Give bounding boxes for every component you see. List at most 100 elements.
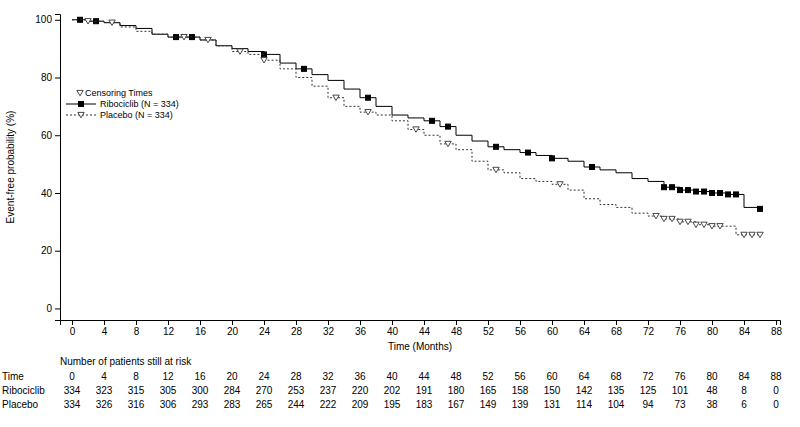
x-tick-mark	[680, 320, 681, 325]
x-tick-label: 64	[579, 326, 591, 337]
risk-table-time: 44	[418, 371, 430, 382]
risk-table-time: 84	[738, 371, 750, 382]
censor-mark	[446, 124, 451, 129]
x-tick-mark	[72, 320, 73, 325]
x-tick: 8	[134, 320, 140, 337]
censor-mark	[734, 192, 739, 197]
censor-mark	[366, 95, 371, 100]
x-tick: 36	[355, 320, 367, 337]
risk-table-cell: 114	[576, 399, 592, 410]
risk-table-cell: 6	[741, 399, 747, 410]
x-tick-label: 32	[323, 326, 335, 337]
censor-mark	[261, 58, 267, 63]
risk-table-cell: 265	[256, 399, 273, 410]
x-tick-label: 56	[515, 326, 527, 337]
risk-table-cell: 293	[192, 399, 209, 410]
censor-mark	[181, 34, 187, 39]
censor-mark	[677, 219, 683, 224]
risk-table-header: Time	[2, 371, 24, 382]
risk-table-time: 60	[546, 371, 558, 382]
censor-mark	[678, 188, 683, 193]
x-tick: 20	[227, 320, 239, 337]
x-tick: 76	[675, 320, 687, 337]
x-tick-mark	[296, 320, 297, 325]
censor-mark	[557, 182, 563, 187]
risk-table-row-label: Ribociclib	[2, 385, 45, 396]
censor-mark	[726, 192, 731, 197]
y-tick: 100	[35, 14, 60, 25]
risk-table-cell: 300	[192, 385, 209, 396]
y-tick-mark	[55, 308, 60, 309]
risk-table-cell: 202	[384, 385, 401, 396]
risk-table-time: 80	[706, 371, 718, 382]
x-tick: 88	[771, 320, 783, 337]
y-tick-label: 0	[46, 303, 52, 314]
x-axis-title: Time (Months)	[388, 341, 452, 352]
risk-table-cell: 334	[64, 399, 81, 410]
risk-table-cell: 306	[160, 399, 177, 410]
x-tick-mark	[744, 320, 745, 325]
risk-table-cell: 326	[96, 399, 113, 410]
x-tick-label: 16	[195, 326, 207, 337]
x-tick-mark	[584, 320, 585, 325]
x-tick: 68	[611, 320, 623, 337]
censor-mark	[702, 189, 707, 194]
risk-table-cell: 48	[706, 385, 718, 396]
risk-table-time: 28	[290, 371, 302, 382]
censor-mark	[662, 185, 667, 190]
risk-table-cell: 167	[448, 399, 465, 410]
censor-mark	[693, 222, 699, 227]
x-tick-label: 20	[227, 326, 239, 337]
x-tick-mark	[488, 320, 489, 325]
censor-mark	[109, 20, 115, 25]
risk-table-cell: 73	[674, 399, 686, 410]
legend-symbol	[78, 112, 84, 117]
risk-table-time: 68	[610, 371, 622, 382]
x-tick-mark	[392, 320, 393, 325]
x-axis-line	[61, 321, 781, 326]
censor-mark	[686, 188, 691, 193]
x-tick-mark	[360, 320, 361, 325]
x-tick: 40	[387, 320, 399, 337]
x-tick-mark	[136, 320, 137, 325]
legend: Censoring TimesRibociclib (N = 334)Place…	[66, 88, 179, 120]
risk-table-time: 52	[482, 371, 494, 382]
x-tick-mark	[456, 320, 457, 325]
legend-symbol	[77, 90, 83, 95]
x-tick: 0	[70, 320, 76, 337]
risk-table-time: 72	[642, 371, 654, 382]
risk-table-cell: 101	[672, 385, 689, 396]
censor-mark	[694, 189, 699, 194]
risk-table-cell: 237	[320, 385, 337, 396]
risk-table-cell: 244	[288, 399, 305, 410]
censor-mark	[741, 232, 747, 237]
y-tick-mark	[55, 251, 60, 252]
censor-mark	[749, 232, 755, 237]
x-tick: 52	[483, 320, 495, 337]
x-tick: 32	[323, 320, 335, 337]
risk-table-cell: 180	[448, 385, 465, 396]
x-tick-label: 12	[163, 326, 175, 337]
risk-table-cell: 8	[741, 385, 747, 396]
risk-table-cell: 135	[608, 385, 625, 396]
x-tick-mark	[232, 320, 233, 325]
censor-mark	[302, 66, 307, 71]
censor-mark	[717, 224, 723, 229]
x-tick-label: 8	[134, 326, 140, 337]
risk-table-cell: 305	[160, 385, 177, 396]
y-axis: 020406080100	[35, 14, 60, 320]
x-tick-label: 84	[739, 326, 751, 337]
censor-mark	[445, 141, 451, 146]
risk-table-time: 16	[194, 371, 206, 382]
risk-table-row-label: Placebo	[2, 399, 39, 410]
risk-table-cell: 183	[416, 399, 433, 410]
risk-table-cell: 165	[480, 385, 497, 396]
risk-table-cell: 220	[352, 385, 369, 396]
risk-table-time: 64	[578, 371, 590, 382]
km-curve	[72, 20, 760, 235]
x-tick: 28	[291, 320, 303, 337]
risk-table-cell: 0	[773, 385, 779, 396]
risk-table-time: 88	[770, 371, 782, 382]
y-axis-line	[55, 15, 61, 321]
x-tick-label: 40	[387, 326, 399, 337]
